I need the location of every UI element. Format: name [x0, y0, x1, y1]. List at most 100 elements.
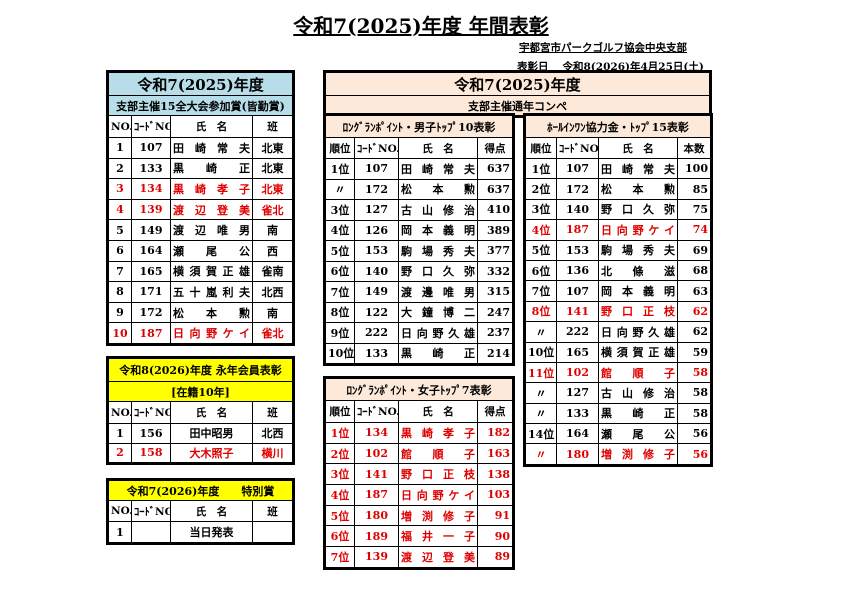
column-header: 氏 名: [398, 400, 478, 423]
name-cell: 日向野久雄: [598, 321, 678, 343]
rank-cell: 1: [108, 521, 132, 543]
column-header: 氏 名: [170, 401, 253, 424]
table-row: 5位 180 増渕修子 91: [325, 504, 514, 527]
table-row: 14位 164 瀬尾公 56: [525, 423, 711, 445]
column-header: ｺｰﾄﾞNO.: [131, 401, 171, 424]
score-cell: 89: [476, 546, 514, 568]
code-cell: 140: [354, 260, 399, 282]
count-cell: 62: [677, 300, 711, 323]
table-row: 11位 102 館順子 58: [525, 361, 711, 384]
column-header: 本数: [677, 137, 711, 159]
score-cell: 182: [476, 422, 514, 444]
page-title-text: 令和7(2025)年度 年間表彰: [293, 14, 549, 38]
table-title: ﾎｰﾙｲﾝﾜﾝ協力金・ﾄｯﾌﾟ15表彰: [525, 115, 711, 138]
name-cell: 野口久弥: [398, 260, 478, 282]
code-cell: 107: [556, 280, 599, 302]
rank-cell: 1位: [325, 158, 355, 180]
code-cell: 187: [556, 219, 599, 241]
column-header: NO.: [108, 401, 132, 424]
rank-cell: 7位: [525, 280, 557, 302]
name-cell: 大木照子: [170, 442, 253, 463]
table-row: 〃 180 増渕修子 56: [525, 443, 711, 465]
name-cell: 当日発表: [170, 521, 253, 543]
rank-cell: 〃: [525, 402, 557, 425]
rank-cell: 9位: [325, 322, 355, 344]
name-cell: 日向野ケイ: [170, 322, 253, 344]
score-cell: 163: [476, 442, 514, 465]
page-title: 令和7(2025)年度 年間表彰: [0, 10, 842, 39]
rank-cell: 8位: [525, 300, 557, 323]
code-cell: 180: [354, 504, 399, 527]
name-cell: 岡本義明: [598, 280, 678, 302]
column-header: 班: [251, 401, 294, 424]
score-cell: 315: [477, 281, 513, 303]
name-cell: 館順子: [598, 361, 678, 384]
code-cell: 139: [131, 198, 171, 221]
column-header: 氏 名: [170, 115, 253, 138]
name-cell: 渡辺登美: [170, 198, 253, 221]
rank-cell: 4: [108, 198, 132, 221]
hole-in-one-top15-table: ﾎｰﾙｲﾝﾜﾝ協力金・ﾄｯﾌﾟ15表彰 順位 ｺｰﾄﾞNO. 氏 名本数 1位 107 田崎…: [523, 113, 713, 467]
table-row: 4 139 渡辺登美 雀北: [108, 198, 294, 221]
rank-cell: 2: [108, 442, 132, 463]
table-row: 7位 107 岡本義明 63: [525, 280, 711, 302]
score-cell: 237: [477, 322, 513, 344]
men-top10-table: ﾛﾝｸﾞﾗﾝﾎﾟｲﾝﾄ・男子ﾄｯﾌﾟ10表彰 順位 ｺｰﾄﾞNO. 氏 名得点 1位 10…: [323, 113, 515, 366]
code-cell: 126: [354, 219, 399, 241]
count-cell: 58: [677, 382, 711, 404]
name-cell: 黒崎孝子: [398, 422, 478, 444]
table-row: 1位 134 黒崎孝子 182: [325, 422, 514, 444]
name-cell: 岡本義明: [398, 219, 478, 241]
code-cell: 187: [131, 322, 171, 344]
count-cell: 63: [677, 280, 711, 302]
count-cell: 62: [677, 321, 711, 343]
count-cell: 74: [677, 219, 711, 241]
rank-cell: 3位: [325, 199, 355, 221]
score-cell: 214: [477, 342, 513, 364]
name-cell: 横須賀正雄: [598, 341, 678, 363]
rank-cell: 8位: [325, 301, 355, 323]
code-cell: 133: [556, 402, 599, 425]
name-cell: 駒場秀夫: [598, 239, 678, 261]
count-cell: 56: [677, 423, 711, 445]
score-cell: 410: [477, 199, 513, 221]
name-cell: 黒崎正: [170, 157, 253, 180]
code-cell: 107: [131, 137, 171, 159]
count-cell: 69: [677, 239, 711, 261]
code-cell: 171: [131, 281, 171, 303]
name-cell: 瀬尾公: [598, 423, 678, 445]
table-row: 9 172 松本勲南: [108, 301, 294, 324]
rank-cell: 3位: [525, 198, 557, 221]
column-header: 順位: [325, 137, 355, 159]
table-row: 1 当日発表: [108, 521, 293, 543]
group-cell: 北東: [251, 178, 294, 200]
name-cell: 大鐘博二: [398, 301, 478, 323]
name-cell: 野口正枝: [398, 463, 478, 486]
rank-cell: 3: [108, 178, 132, 200]
table-row: 1 156 田中昭男 北西: [108, 423, 294, 444]
rank-cell: 5位: [325, 240, 355, 262]
code-cell: 165: [556, 341, 599, 363]
rank-cell: 7: [108, 260, 132, 283]
code-cell: 172: [556, 178, 599, 200]
column-header: 得点: [476, 400, 514, 423]
code-cell: 133: [131, 157, 171, 180]
rank-cell: 10位: [525, 341, 557, 363]
rank-cell: 〃: [525, 321, 557, 343]
code-cell: 149: [354, 281, 399, 303]
group-cell: 南: [251, 301, 294, 324]
rank-cell: 10: [108, 322, 132, 344]
score-cell: 103: [476, 484, 514, 506]
group-cell: 北西: [251, 423, 294, 444]
table-row: 1 107 田崎常夫 北東: [108, 137, 294, 159]
group-cell: 雀北: [251, 198, 294, 221]
column-header: 得点: [477, 137, 513, 159]
table-row: 5位 153 駒場秀夫 69: [525, 239, 711, 261]
table-row: 〃 222 日向野久雄 62: [525, 321, 711, 343]
award-date-value: 令和8(2026)年4月25日(土): [562, 61, 704, 73]
code-cell: 189: [354, 525, 399, 548]
table-row: 5 149 渡辺唯男南: [108, 219, 294, 241]
score-cell: 91: [476, 504, 514, 527]
rank-cell: 〃: [525, 443, 557, 465]
score-cell: 377: [477, 240, 513, 262]
